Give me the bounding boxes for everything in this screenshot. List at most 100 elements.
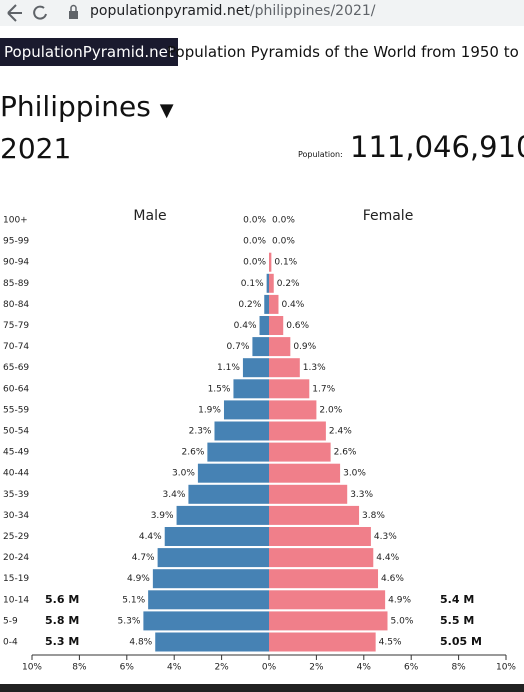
total-annotation: 5.8 M xyxy=(45,614,79,627)
age-label: 85-89 xyxy=(3,279,29,289)
bar xyxy=(264,294,269,314)
value-label: 1.9% xyxy=(198,405,221,415)
value-label: 4.5% xyxy=(379,638,402,648)
x-tick-label: 4% xyxy=(167,663,182,673)
value-label: 2.6% xyxy=(182,448,205,458)
age-label: 90-94 xyxy=(3,258,29,268)
bar xyxy=(269,358,300,378)
bar xyxy=(269,611,388,631)
browser-icons xyxy=(7,4,78,22)
bar xyxy=(269,632,376,652)
year[interactable]: 2021 xyxy=(0,132,72,165)
bar xyxy=(176,505,269,525)
url-host: populationpyramid.net xyxy=(90,3,250,19)
age-label: 20-24 xyxy=(3,553,29,563)
x-tick-label: 10% xyxy=(22,663,42,673)
bar xyxy=(143,611,269,631)
value-label: 5.3% xyxy=(118,616,141,626)
age-label: 50-54 xyxy=(3,427,29,437)
value-label: 4.6% xyxy=(381,574,404,584)
value-label: 4.4% xyxy=(139,532,162,542)
age-label: 95-99 xyxy=(3,237,29,247)
bar xyxy=(259,316,269,335)
age-label: 30-34 xyxy=(3,511,29,521)
value-label: 0.0% xyxy=(272,237,295,247)
value-label: 2.3% xyxy=(189,427,212,437)
x-tick-label: 6% xyxy=(120,663,135,673)
value-label: 2.4% xyxy=(329,427,352,437)
tagline: Population Pyramids of the World from 19… xyxy=(167,43,524,61)
country-selector[interactable]: Philippines ▼ xyxy=(0,90,174,123)
brand[interactable]: PopulationPyramid.net xyxy=(0,38,178,66)
bar xyxy=(197,463,269,483)
total-annotation: 5.3 M xyxy=(45,635,79,648)
population-label: Population: xyxy=(298,150,343,159)
url-path: /philippines/2021/ xyxy=(249,3,376,19)
bar xyxy=(269,590,386,610)
value-label: 0.0% xyxy=(243,258,266,268)
value-label: 3.9% xyxy=(151,511,174,521)
bar xyxy=(269,505,360,525)
bar xyxy=(207,442,269,462)
value-label: 0.0% xyxy=(243,237,266,247)
age-label: 40-44 xyxy=(3,469,29,479)
bar xyxy=(269,421,326,441)
value-label: 0.0% xyxy=(243,216,266,226)
bar xyxy=(269,548,374,568)
value-label: 5.0% xyxy=(391,616,414,626)
bar xyxy=(233,379,269,399)
value-label: 0.4% xyxy=(234,321,257,331)
value-label: 4.9% xyxy=(388,595,411,605)
value-label: 2.6% xyxy=(334,448,357,458)
value-label: 3.4% xyxy=(163,490,186,500)
age-label: 75-79 xyxy=(3,321,29,331)
bar xyxy=(148,590,269,610)
value-label: 1.3% xyxy=(303,363,326,373)
bar xyxy=(269,337,291,357)
age-label: 80-84 xyxy=(3,300,29,310)
value-label: 2.0% xyxy=(319,405,342,415)
value-label: 5.1% xyxy=(122,595,145,605)
bar xyxy=(223,400,269,420)
bar xyxy=(269,316,284,335)
age-label: 45-49 xyxy=(3,448,29,458)
value-label: 1.1% xyxy=(217,363,240,373)
x-tick-label: 6% xyxy=(404,663,419,673)
value-label: 0.9% xyxy=(293,342,316,352)
value-label: 3.0% xyxy=(343,469,366,479)
x-tick-label: 0% xyxy=(262,663,277,673)
browser-bar: populationpyramid.net/philippines/2021/ xyxy=(0,0,524,26)
age-label: 25-29 xyxy=(3,532,29,542)
total-annotation: 5.4 M xyxy=(440,593,474,606)
bar xyxy=(152,569,269,589)
value-label: 4.4% xyxy=(376,553,399,563)
bar xyxy=(164,527,269,546)
url[interactable]: populationpyramid.net/philippines/2021/ xyxy=(90,3,376,19)
value-label: 4.8% xyxy=(129,638,152,648)
age-label: 55-59 xyxy=(3,405,29,415)
bar xyxy=(269,569,379,589)
bottom-strip xyxy=(0,684,524,692)
dropdown-arrow: ▼ xyxy=(159,100,174,121)
series-label: Female xyxy=(363,208,414,224)
age-label: 35-39 xyxy=(3,490,29,500)
bar xyxy=(252,337,269,357)
total-annotation: 5.6 M xyxy=(45,593,79,606)
age-label: 0-4 xyxy=(3,638,18,648)
value-label: 0.6% xyxy=(286,321,309,331)
country: Philippines xyxy=(0,90,151,123)
bar xyxy=(269,273,274,293)
bar xyxy=(269,379,310,399)
bar xyxy=(269,294,279,314)
value-label: 1.5% xyxy=(208,384,231,394)
age-label: 10-14 xyxy=(3,595,29,605)
total-annotation: 5.5 M xyxy=(440,614,474,627)
bar xyxy=(188,484,269,504)
age-label: 65-69 xyxy=(3,363,29,373)
value-label: 0.1% xyxy=(241,279,264,289)
value-label: 3.3% xyxy=(350,490,373,500)
bar xyxy=(269,400,317,420)
population: 111,046,910 xyxy=(350,130,524,164)
